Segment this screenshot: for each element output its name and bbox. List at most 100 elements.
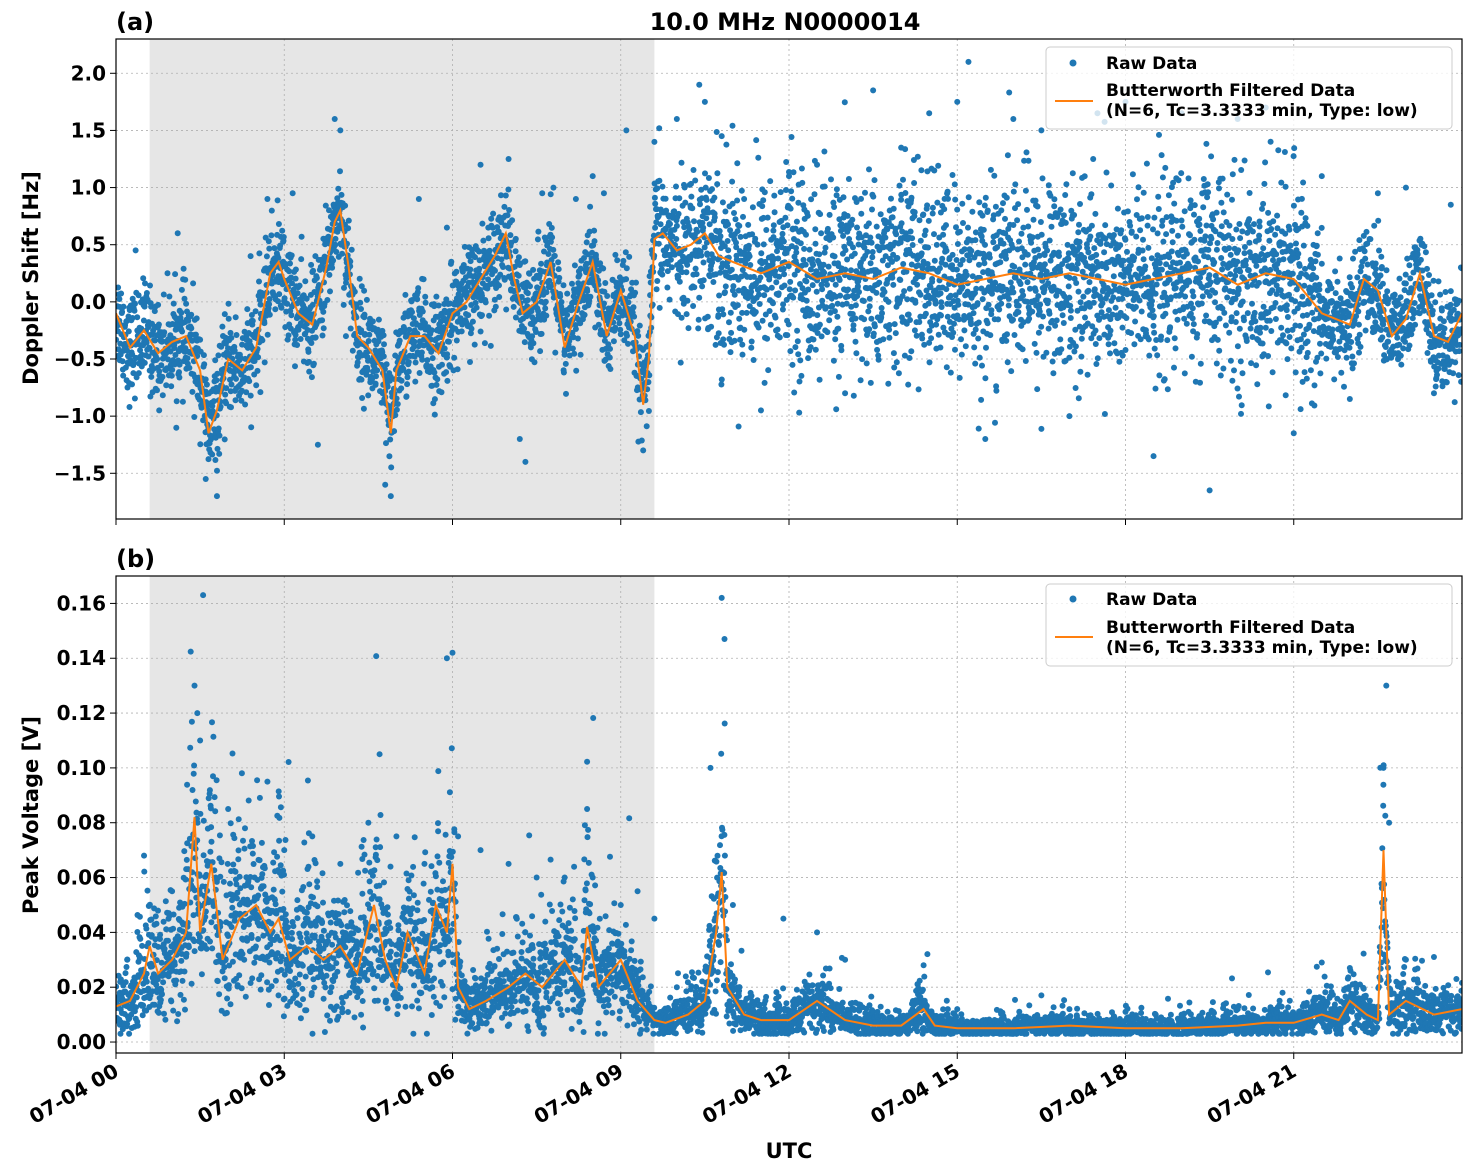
raw-data-point (1311, 382, 1318, 389)
raw-data-point (1328, 285, 1335, 292)
raw-data-point (886, 334, 893, 341)
raw-data-point (281, 295, 288, 302)
raw-data-point (214, 445, 221, 452)
raw-data-point (783, 159, 790, 165)
raw-data-point (770, 227, 777, 234)
raw-data-point (622, 249, 629, 256)
raw-data-point (1208, 153, 1215, 160)
raw-data-point (891, 321, 898, 328)
raw-data-point (1309, 309, 1316, 316)
raw-data-point (343, 275, 350, 282)
raw-data-point (896, 182, 903, 189)
raw-data-point (1037, 301, 1044, 308)
raw-data-point (569, 280, 575, 287)
raw-data-point (543, 237, 549, 244)
raw-data-point (375, 338, 382, 345)
raw-data-point (1045, 297, 1051, 304)
raw-data-point (659, 271, 666, 278)
raw-data-point (1304, 349, 1311, 356)
raw-data-point (1062, 219, 1069, 226)
raw-data-point (849, 216, 856, 223)
raw-data-point (722, 208, 729, 215)
raw-data-point (1288, 345, 1295, 352)
raw-data-point (691, 284, 698, 291)
raw-data-point (116, 284, 122, 291)
raw-data-point (725, 221, 731, 228)
raw-data-point (1318, 260, 1325, 267)
raw-data-point (584, 288, 591, 295)
raw-data-point (335, 185, 342, 192)
raw-data-point (723, 141, 730, 148)
raw-data-point (534, 236, 541, 243)
raw-data-point (807, 344, 814, 351)
raw-data-point (1140, 256, 1147, 263)
raw-data-point (134, 314, 141, 321)
raw-data-point (521, 325, 528, 332)
raw-data-point (900, 261, 907, 267)
raw-data-point (1378, 253, 1385, 260)
raw-data-point (656, 125, 663, 132)
raw-data-point (431, 369, 438, 376)
raw-data-point (755, 324, 762, 331)
raw-data-point (908, 348, 915, 355)
raw-data-point (308, 374, 315, 381)
raw-data-point (906, 355, 913, 361)
raw-data-point (189, 388, 196, 395)
raw-data-point (309, 301, 316, 308)
raw-data-point (926, 359, 933, 366)
raw-data-point (794, 327, 801, 334)
raw-data-point (1346, 344, 1353, 351)
raw-data-point (1015, 302, 1022, 309)
raw-data-point (854, 224, 860, 231)
raw-data-point (288, 252, 295, 259)
raw-data-point (676, 195, 683, 202)
raw-data-point (973, 285, 980, 292)
raw-data-point (868, 315, 875, 322)
raw-data-point (745, 242, 752, 249)
raw-data-point (1281, 149, 1288, 155)
raw-data-point (667, 256, 674, 263)
raw-data-point (143, 290, 150, 296)
raw-data-point (1168, 248, 1175, 255)
raw-data-point (1235, 247, 1242, 254)
raw-data-point (656, 304, 663, 311)
raw-data-point (418, 349, 425, 356)
raw-data-point (953, 224, 959, 231)
raw-data-point (168, 372, 175, 379)
raw-data-point (881, 288, 888, 295)
raw-data-point (734, 197, 741, 204)
raw-data-point (779, 306, 786, 313)
raw-data-point (1236, 221, 1243, 227)
raw-data-point (690, 167, 697, 173)
raw-data-point (852, 302, 859, 309)
raw-data-point (1260, 303, 1267, 310)
raw-data-point (1242, 257, 1249, 264)
raw-data-point (232, 397, 239, 404)
raw-data-point (228, 404, 234, 411)
raw-data-point (1105, 341, 1112, 348)
raw-data-point (917, 237, 924, 244)
raw-data-point (1110, 273, 1117, 280)
raw-data-point (1188, 353, 1195, 360)
raw-data-point (1237, 268, 1244, 275)
raw-data-point (750, 357, 757, 363)
raw-data-point (146, 345, 153, 352)
raw-data-point (274, 197, 281, 204)
raw-data-point (411, 343, 418, 350)
raw-data-point (893, 359, 900, 366)
raw-data-point (312, 334, 319, 341)
raw-data-point (1087, 233, 1094, 240)
raw-data-point (677, 359, 684, 366)
raw-data-point (1076, 221, 1082, 228)
raw-data-point (542, 305, 549, 312)
raw-data-point (1072, 385, 1079, 391)
raw-data-point (1076, 244, 1083, 251)
raw-data-point (1292, 369, 1299, 376)
raw-data-point (1317, 370, 1324, 377)
raw-data-point (1181, 370, 1188, 377)
raw-data-point (524, 290, 531, 297)
raw-data-point (524, 297, 531, 304)
raw-data-point (453, 268, 460, 275)
raw-data-point (675, 311, 681, 318)
raw-data-point (225, 315, 232, 322)
